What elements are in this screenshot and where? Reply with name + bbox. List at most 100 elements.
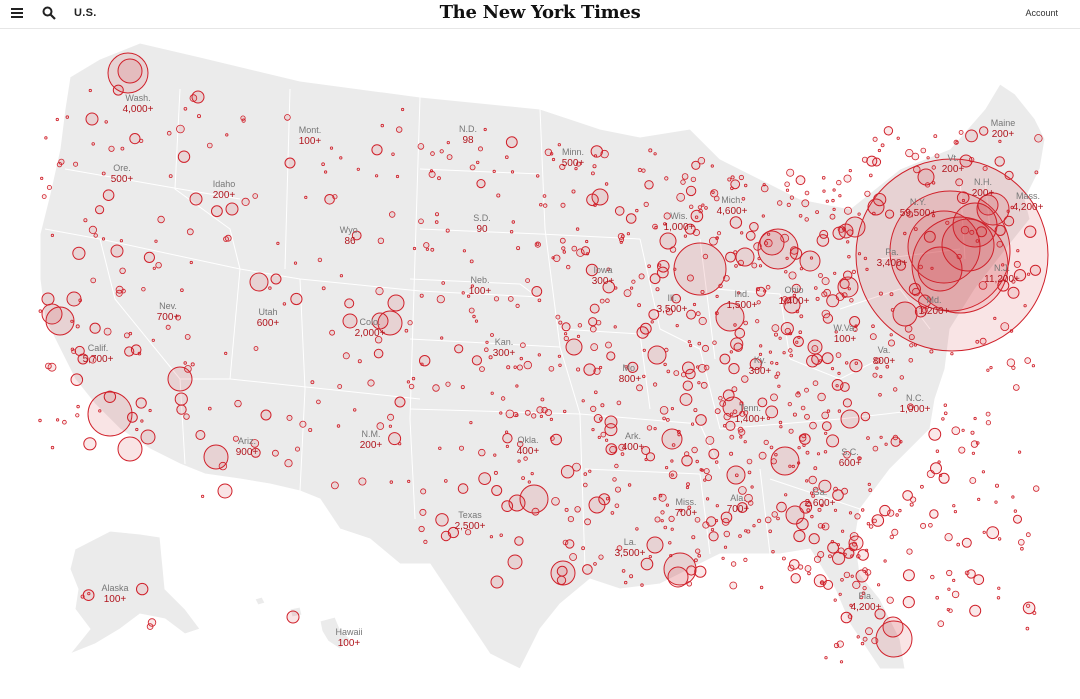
case-bubble[interactable] bbox=[329, 146, 334, 150]
case-bubble[interactable] bbox=[505, 136, 518, 149]
case-bubble[interactable] bbox=[66, 291, 82, 307]
case-bubble[interactable] bbox=[740, 231, 744, 235]
case-bubble[interactable] bbox=[685, 185, 697, 197]
case-bubble[interactable] bbox=[844, 216, 866, 238]
case-bubble[interactable] bbox=[889, 333, 893, 337]
case-bubble[interactable] bbox=[759, 344, 763, 348]
case-bubble[interactable] bbox=[183, 413, 190, 420]
case-bubble[interactable] bbox=[665, 417, 670, 422]
case-bubble[interactable] bbox=[847, 287, 851, 291]
case-bubble[interactable] bbox=[771, 511, 778, 518]
case-bubble[interactable] bbox=[899, 375, 904, 380]
case-bubble[interactable] bbox=[469, 164, 476, 171]
case-bubble[interactable] bbox=[854, 324, 858, 328]
case-bubble[interactable] bbox=[997, 586, 1001, 590]
case-bubble[interactable] bbox=[471, 355, 482, 366]
case-bubble[interactable] bbox=[821, 421, 832, 432]
case-bubble[interactable] bbox=[641, 446, 651, 455]
case-bubble[interactable] bbox=[692, 302, 697, 307]
case-bubble[interactable] bbox=[862, 636, 868, 642]
case-bubble[interactable] bbox=[514, 536, 524, 546]
case-bubble[interactable] bbox=[89, 322, 101, 334]
case-bubble[interactable] bbox=[271, 449, 279, 457]
case-bubble[interactable] bbox=[129, 133, 141, 145]
case-bubble[interactable] bbox=[908, 357, 914, 363]
case-bubble[interactable] bbox=[644, 457, 648, 462]
case-bubble[interactable] bbox=[695, 548, 701, 554]
case-bubble[interactable] bbox=[704, 206, 708, 210]
case-bubble[interactable] bbox=[741, 197, 746, 201]
case-bubble[interactable] bbox=[950, 352, 954, 356]
case-bubble[interactable] bbox=[605, 341, 612, 349]
nyt-logo[interactable]: The New York Times bbox=[439, 2, 641, 23]
case-bubble[interactable] bbox=[703, 478, 707, 482]
case-bubble[interactable] bbox=[389, 480, 393, 484]
case-bubble[interactable] bbox=[703, 364, 710, 371]
case-bubble[interactable] bbox=[883, 126, 894, 136]
case-bubble[interactable] bbox=[730, 179, 741, 190]
case-bubble[interactable] bbox=[589, 303, 600, 314]
case-bubble[interactable] bbox=[761, 214, 765, 218]
case-bubble[interactable] bbox=[490, 575, 504, 589]
case-bubble[interactable] bbox=[525, 278, 530, 284]
case-bubble[interactable] bbox=[157, 215, 165, 224]
case-bubble[interactable] bbox=[593, 414, 603, 423]
case-bubble[interactable] bbox=[637, 167, 643, 173]
case-bubble[interactable] bbox=[994, 500, 998, 504]
case-bubble[interactable] bbox=[395, 174, 400, 179]
case-bubble[interactable] bbox=[850, 554, 854, 558]
case-bubble[interactable] bbox=[1013, 514, 1022, 524]
case-bubble[interactable] bbox=[661, 428, 683, 450]
case-bubble[interactable] bbox=[425, 247, 429, 251]
case-bubble[interactable] bbox=[648, 309, 660, 320]
case-bubble[interactable] bbox=[294, 446, 300, 452]
case-bubble[interactable] bbox=[995, 483, 1000, 488]
case-bubble[interactable] bbox=[883, 559, 887, 563]
case-bubble[interactable] bbox=[201, 494, 205, 498]
case-bubble[interactable] bbox=[823, 579, 834, 590]
case-bubble[interactable] bbox=[829, 213, 836, 220]
case-bubble[interactable] bbox=[615, 486, 622, 493]
case-bubble[interactable] bbox=[806, 354, 819, 368]
case-bubble[interactable] bbox=[508, 494, 526, 512]
case-bubble[interactable] bbox=[394, 396, 406, 408]
case-bubble[interactable] bbox=[687, 505, 692, 510]
case-bubble[interactable] bbox=[575, 227, 580, 231]
case-bubble[interactable] bbox=[75, 324, 80, 329]
case-bubble[interactable] bbox=[713, 195, 720, 202]
case-bubble[interactable] bbox=[284, 157, 296, 169]
case-bubble[interactable] bbox=[786, 202, 791, 207]
case-bubble[interactable] bbox=[87, 591, 91, 596]
case-bubble[interactable] bbox=[930, 574, 935, 580]
case-bubble[interactable] bbox=[743, 557, 748, 563]
case-bubble[interactable] bbox=[736, 502, 748, 513]
case-bubble[interactable] bbox=[867, 198, 885, 216]
case-bubble[interactable] bbox=[1023, 304, 1027, 308]
case-bubble[interactable] bbox=[627, 483, 632, 487]
case-bubble[interactable] bbox=[784, 493, 788, 497]
case-bubble[interactable] bbox=[792, 412, 797, 417]
case-bubble[interactable] bbox=[655, 287, 660, 292]
case-bubble[interactable] bbox=[711, 190, 715, 194]
case-bubble[interactable] bbox=[815, 296, 820, 301]
case-bubble[interactable] bbox=[731, 386, 738, 393]
case-bubble[interactable] bbox=[796, 391, 800, 395]
case-bubble[interactable] bbox=[299, 420, 307, 428]
case-bubble[interactable] bbox=[758, 264, 763, 268]
case-bubble[interactable] bbox=[697, 156, 706, 165]
case-bubble[interactable] bbox=[977, 497, 981, 501]
case-bubble[interactable] bbox=[730, 337, 744, 351]
case-bubble[interactable] bbox=[965, 129, 978, 143]
case-bubble[interactable] bbox=[845, 361, 849, 365]
case-bubble[interactable] bbox=[668, 541, 672, 545]
case-bubble[interactable] bbox=[743, 320, 748, 326]
case-bubble[interactable] bbox=[605, 443, 618, 456]
case-bubble[interactable] bbox=[316, 399, 321, 405]
case-bubble[interactable] bbox=[868, 524, 874, 529]
case-bubble[interactable] bbox=[500, 396, 506, 401]
case-bubble[interactable] bbox=[878, 392, 882, 397]
case-bubble[interactable] bbox=[517, 440, 524, 448]
case-bubble[interactable] bbox=[93, 233, 98, 238]
case-bubble[interactable] bbox=[982, 530, 986, 534]
case-bubble[interactable] bbox=[774, 374, 779, 379]
